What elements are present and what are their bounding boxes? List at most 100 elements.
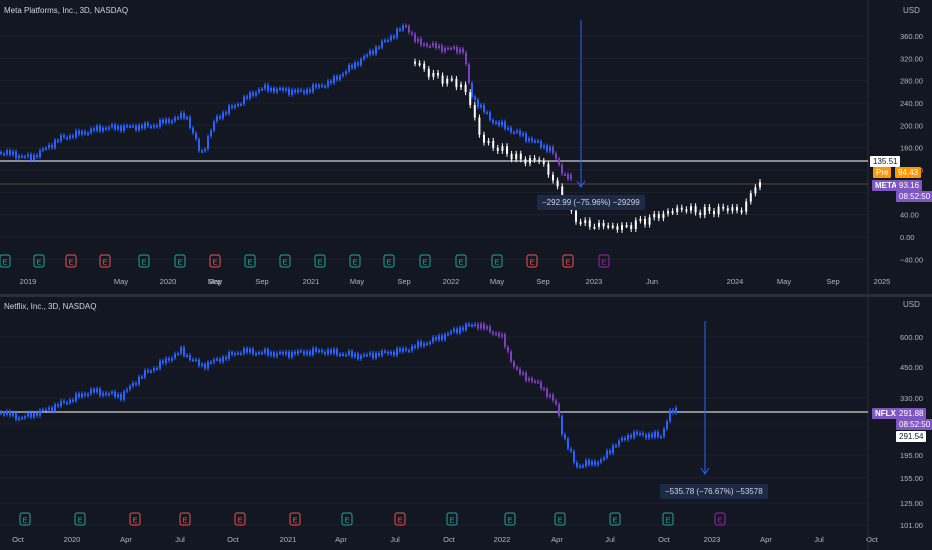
nflx-candle: [360, 355, 362, 360]
meta-candle: [51, 144, 53, 148]
meta-candle: [303, 90, 305, 94]
meta-candle: [102, 127, 104, 132]
meta-candle: [366, 54, 368, 57]
meta-candle: [513, 132, 515, 135]
nflx-candle: [36, 412, 38, 416]
nflx-candle: [648, 433, 650, 439]
nflx-candle: [462, 327, 464, 331]
meta-candle: [387, 40, 389, 43]
nflx-candle: [543, 388, 545, 391]
nflx-candle: [303, 351, 305, 355]
nflx-candle: [615, 445, 617, 448]
nflx-candle: [306, 351, 308, 355]
meta-candle: [336, 76, 338, 80]
bottom-y-tick-label: 450.00: [900, 363, 923, 372]
nflx-candle: [357, 353, 359, 360]
nflx-candle: [465, 324, 467, 331]
earnings-marker-label: E: [317, 258, 322, 267]
nflx-candle: [594, 461, 596, 465]
nflx-candle: [609, 450, 611, 454]
nflx-candle: [630, 435, 632, 438]
meta-projection-candle: [625, 225, 628, 228]
netflix-chart-svg[interactable]: 600.00450.00330.00250.00195.00155.00125.…: [0, 296, 932, 550]
bottom-currency-label: USD: [903, 300, 920, 309]
nflx-candle: [282, 352, 284, 355]
nflx-candle: [24, 416, 26, 419]
top-x-tick-label: May: [490, 277, 504, 286]
meta-projection-candle: [547, 163, 550, 175]
meta-candle: [264, 84, 266, 89]
meta-projection-candle: [671, 211, 674, 214]
nflx-candle: [363, 354, 365, 357]
top-x-tick-label: 2022: [443, 277, 460, 286]
nflx-candle: [147, 370, 149, 373]
meta-candle: [237, 103, 239, 106]
nflx-candle: [417, 341, 419, 348]
pane-divider[interactable]: [0, 294, 932, 297]
nflx-candle: [561, 415, 563, 435]
nflx-candle: [564, 434, 566, 439]
meta-candle: [24, 156, 26, 159]
meta-candle: [126, 125, 128, 128]
earnings-marker: [234, 512, 246, 526]
earnings-marker: [341, 512, 353, 526]
nflx-candle: [675, 407, 677, 413]
nflx-candle: [102, 392, 104, 396]
meta-projection-candle: [441, 75, 444, 84]
meta-candle: [75, 130, 77, 138]
earnings-marker-label: E: [132, 516, 137, 525]
meta-candle: [204, 149, 206, 152]
nflx-candle: [174, 353, 176, 359]
meta-projection-candle: [519, 153, 522, 160]
meta-candle: [537, 140, 539, 143]
pre-market-label: Pre: [873, 167, 892, 178]
nflx-candle: [96, 388, 98, 393]
meta-candle: [201, 150, 203, 153]
meta-projection-candle: [552, 174, 554, 181]
earnings-marker-label: E: [182, 516, 187, 525]
earnings-marker-label: E: [397, 516, 402, 525]
nflx-candle: [429, 341, 431, 344]
meta-projection-candle: [598, 222, 600, 227]
nflx-candle: [159, 360, 161, 369]
meta-candle: [192, 127, 194, 134]
netflix-chart-pane[interactable]: 600.00450.00330.00250.00195.00155.00125.…: [0, 296, 932, 550]
meta-projection-candle: [469, 92, 472, 106]
nflx-candle: [408, 350, 410, 353]
nflx-candle: [570, 448, 572, 452]
meta-candle: [45, 147, 47, 150]
meta-chart-pane[interactable]: 360.00320.00280.00240.00200.00160.00120.…: [0, 0, 932, 296]
earnings-marker: [455, 254, 467, 268]
nflx-candle: [33, 412, 35, 418]
nflx-candle: [381, 350, 383, 356]
meta-candle: [372, 50, 374, 55]
meta-candle: [270, 87, 272, 91]
nflx-candle: [189, 354, 191, 360]
meta-candle: [456, 46, 458, 53]
nflx-candle: [603, 457, 605, 460]
nflx-candle: [366, 354, 368, 357]
nflx-candle: [48, 407, 50, 410]
meta-candle: [243, 96, 245, 105]
bottom-x-tick-label: 2023: [704, 535, 721, 544]
nflx-candle: [177, 353, 179, 356]
meta-candle: [135, 125, 137, 131]
meta-candle: [120, 125, 122, 131]
meta-candle: [150, 126, 152, 129]
meta-candle: [276, 89, 278, 93]
nflx-candle: [312, 348, 314, 355]
meta-candle: [123, 125, 125, 131]
meta-projection-candle: [653, 214, 656, 218]
top-x-tick-label: 2019: [20, 277, 37, 286]
meta-candle: [30, 154, 32, 161]
earnings-marker-label: E: [529, 258, 534, 267]
meta-candle: [159, 119, 161, 127]
meta-chart-svg[interactable]: 360.00320.00280.00240.00200.00160.00120.…: [0, 0, 932, 296]
meta-candle: [474, 96, 476, 100]
nflx-candle: [156, 368, 158, 371]
earnings-marker: [129, 512, 141, 526]
meta-candle: [531, 138, 533, 142]
meta-candle: [48, 144, 50, 148]
nflx-candle: [654, 431, 656, 438]
nflx-candle: [447, 333, 449, 336]
